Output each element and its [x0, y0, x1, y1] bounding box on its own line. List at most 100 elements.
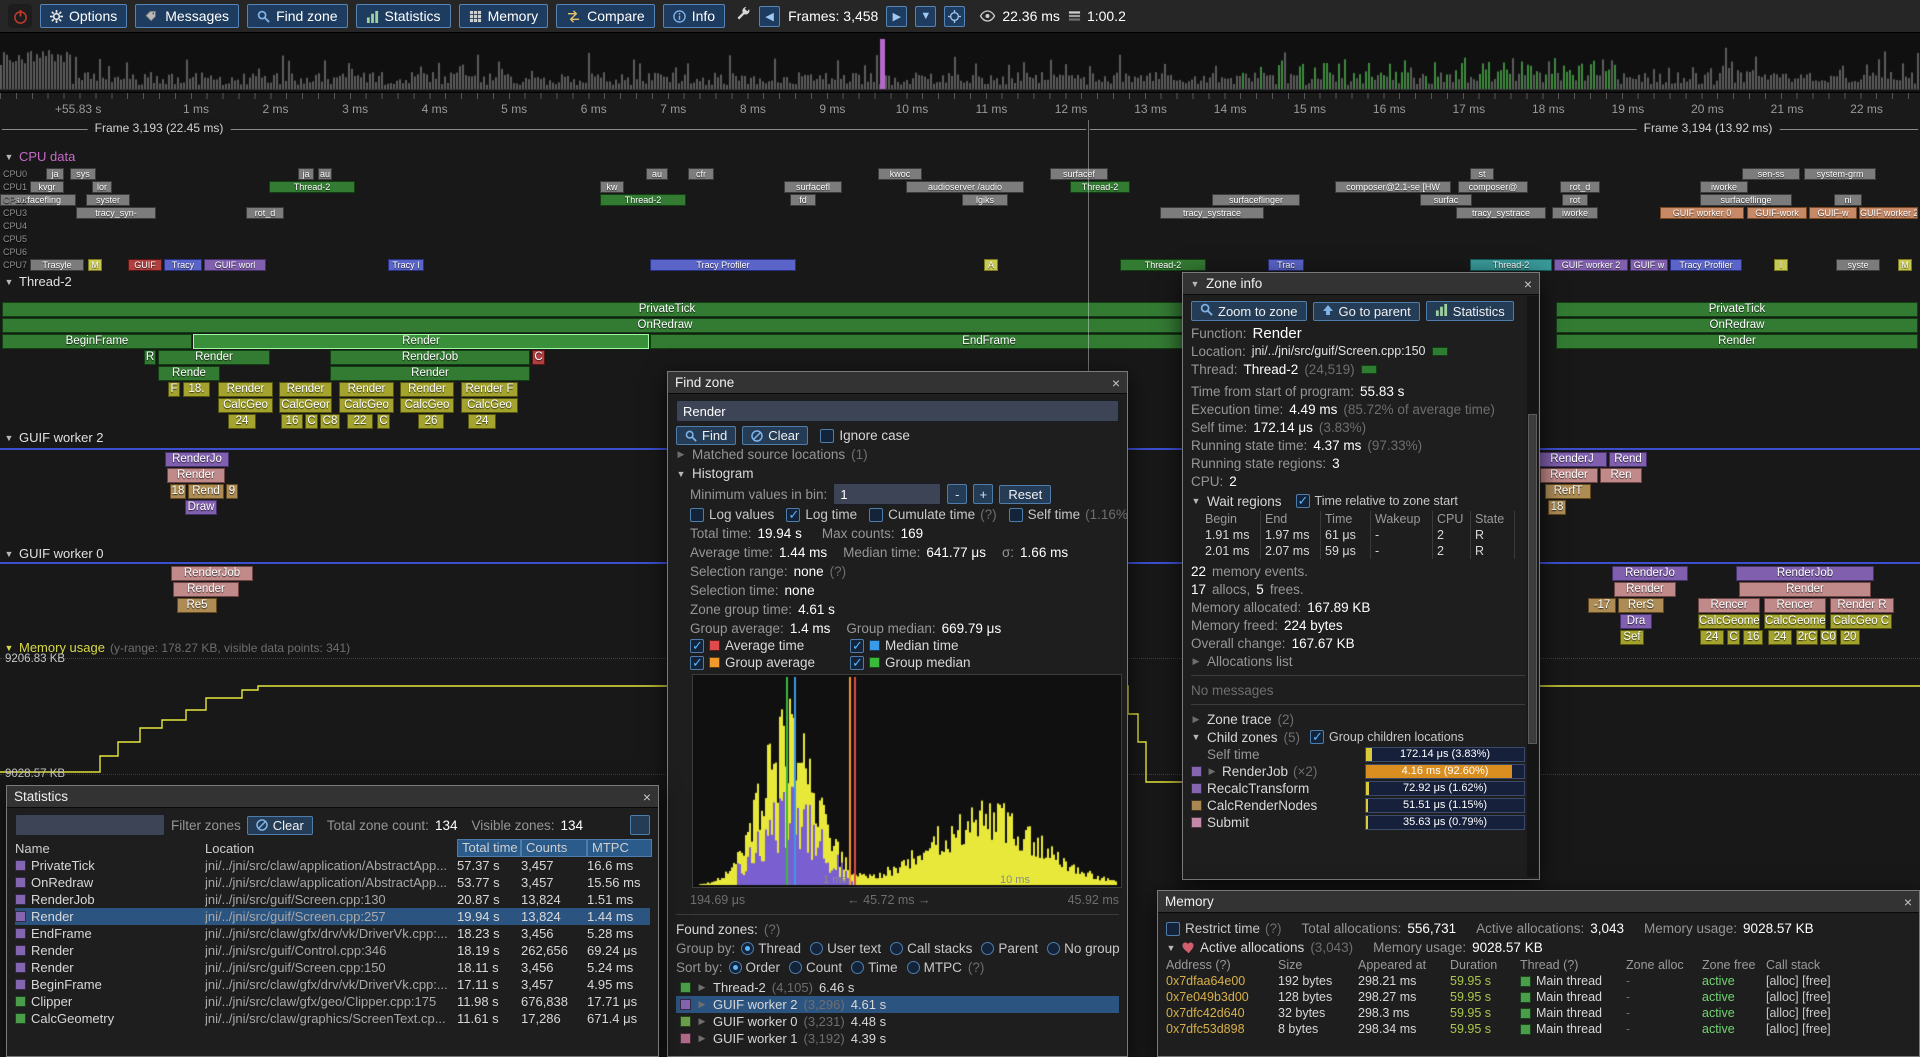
group-by-thread[interactable]: Thread	[741, 941, 801, 956]
zone-20[interactable]: 20	[1840, 630, 1860, 645]
zone-c[interactable]: C	[305, 414, 318, 429]
cpu-zone-surfac[interactable]: surfac	[1420, 194, 1472, 206]
toolbar-button-memory[interactable]: Memory	[458, 4, 549, 28]
zone-render[interactable]: Render	[218, 382, 273, 397]
zone-calcgeomet[interactable]: CalcGeomet	[1764, 614, 1826, 629]
child-zones-section[interactable]: ▼ Child zones (5) Group children locatio…	[1191, 728, 1525, 746]
free-link[interactable]: [free]	[1798, 1022, 1831, 1036]
time-ruler[interactable]: +55.83 s 1 ms 2 ms 3 ms 4 ms 5 ms 6 ms 7 ms 8 m…	[0, 92, 1920, 119]
ignore-case-checkbox[interactable]: Ignore case	[820, 428, 910, 443]
zone-render[interactable]: Render	[339, 382, 394, 397]
zone-c[interactable]: C	[1727, 630, 1740, 645]
zone-renderjob[interactable]: RenderJob	[330, 350, 530, 365]
cpu-zone-surfaceflinge[interactable]: surfaceflinge	[1700, 194, 1792, 206]
cpu-zone-composer-2-1-se-hw[interactable]: composer@2.1-se [HW	[1335, 181, 1451, 193]
cpu-zone-kwoc[interactable]: kwoc	[878, 168, 922, 180]
cpu-zone-audioserver-audio[interactable]: audioserver /audio	[906, 181, 1024, 193]
zoom-to-zone-button[interactable]: Zoom to zone	[1191, 301, 1307, 321]
cpu-zone-kw[interactable]: kw	[600, 181, 624, 193]
zone-search-input[interactable]	[676, 400, 1119, 422]
close-icon[interactable]: ×	[1903, 893, 1912, 910]
alloc-address[interactable]: 0x7e049b3d00	[1166, 990, 1249, 1004]
zone-18[interactable]: 18.	[183, 382, 210, 397]
statistics-button[interactable]: Statistics	[1425, 301, 1514, 321]
histogram-plot[interactable]: 1 ms 10 ms	[692, 674, 1122, 888]
zone-renderjob[interactable]: RenderJob	[171, 566, 253, 581]
cpu-zone-surfacef[interactable]: surfacef	[1050, 168, 1108, 180]
zone-24[interactable]: 24	[468, 414, 496, 429]
cpu-zone-guif[interactable]: GUIF	[128, 259, 162, 271]
allocation-row[interactable]: 0x7e049b3d00 128 bytes 298.27 ms 59.95 s Mai…	[1166, 989, 1911, 1005]
increment-button[interactable]: +	[973, 484, 994, 504]
zone-onredraw[interactable]: OnRedraw	[1556, 318, 1918, 333]
zone-trace-section[interactable]: ▶ Zone trace (2)	[1191, 710, 1525, 728]
power-button[interactable]	[8, 4, 32, 28]
cpu-zone-i[interactable]: I	[1774, 259, 1788, 271]
zone-calcgeome[interactable]: CalcGeome	[1698, 614, 1760, 629]
cpu-zone-au[interactable]: au	[646, 168, 668, 180]
settings-button[interactable]	[630, 815, 650, 835]
frame-label-left[interactable]: Frame 3,193 (22.45 ms)	[87, 121, 231, 135]
child-zone-recalctransform[interactable]: RecalcTransform 72.92 μs (1.62%)	[1191, 780, 1525, 797]
expand-arrow-icon[interactable]: ▶	[698, 1016, 706, 1026]
sort-by-count[interactable]: Count	[789, 960, 842, 975]
zone-renderjo[interactable]: RenderJo	[165, 452, 229, 467]
stats-row-onredraw[interactable]: OnRedraw jni/../jni/src/claw/application/…	[15, 874, 650, 891]
zone-render[interactable]: Render	[400, 382, 454, 397]
active-allocations-section[interactable]: ▼ Active allocations (3,043) Memory usag…	[1166, 938, 1911, 957]
zone-rencer[interactable]: Rencer	[1764, 598, 1826, 613]
allocation-row[interactable]: 0x7dfc42d640 32 bytes 298.3 ms 59.95 s Main …	[1166, 1005, 1911, 1021]
stats-row-endframe[interactable]: EndFrame jni/../jni/src/claw/gfx/drv/vk/D…	[15, 925, 650, 942]
zone-renderjob[interactable]: RenderJob	[1736, 566, 1874, 581]
histogram-canvas[interactable]	[693, 675, 1121, 887]
zone-24[interactable]: 24	[1768, 630, 1792, 645]
cpu-zone-composer[interactable]: composer@	[1458, 181, 1528, 193]
cpu-zone-thread-2[interactable]: Thread-2	[269, 181, 355, 193]
cpu-zone-tracy-profiler[interactable]: Tracy Profiler	[650, 259, 796, 271]
cpu-zone-guif-w[interactable]: GUIF w	[1630, 259, 1668, 271]
tools-icon[interactable]	[735, 6, 751, 27]
zone-privatetick[interactable]: PrivateTick	[2, 302, 1332, 317]
scrollbar[interactable]	[1527, 296, 1538, 877]
cpu-zone-guif-worker-2[interactable]: GUIF worker 2	[1859, 207, 1918, 219]
cpu-data-section-label[interactable]: ▼ CPU data	[4, 149, 76, 164]
alloc-address[interactable]: 0x7dfc42d640	[1166, 1006, 1245, 1020]
stats-col-total-time[interactable]: Total time	[457, 839, 521, 857]
zone-dra[interactable]: Dra	[1620, 614, 1652, 629]
free-link[interactable]: [free]	[1798, 974, 1831, 988]
next-frame-button[interactable]: ▶	[886, 5, 908, 27]
thread-label-guif-worker-2[interactable]: ▼ GUIF worker 2	[4, 430, 104, 445]
found-group-guif-worker-0[interactable]: ▶ GUIF worker 0 (3,231) 4.48 s	[676, 1013, 1119, 1030]
zone-calcgeo-c[interactable]: CalcGeo C	[1830, 614, 1892, 629]
cpu-zone-sys[interactable]: sys	[70, 168, 96, 180]
statistics-titlebar[interactable]: Statistics ×	[7, 786, 658, 808]
found-group-guif-worker-2[interactable]: ▶ GUIF worker 2 (3,296) 4.61 s	[676, 996, 1119, 1013]
child-zone-self-time[interactable]: Self time 172.14 μs (3.83%)	[1191, 746, 1525, 763]
zone-render[interactable]: Render	[167, 468, 225, 483]
alloc-address[interactable]: 0x7dfaa64e00	[1166, 974, 1246, 988]
zone-16[interactable]: 16	[281, 414, 303, 429]
help-icon[interactable]: (?)	[763, 922, 781, 937]
cpu-zone-lor[interactable]: lor	[92, 181, 112, 193]
free-link[interactable]: [free]	[1798, 990, 1831, 1004]
close-icon[interactable]: ×	[1111, 374, 1120, 391]
zone-re5[interactable]: Re5	[177, 598, 217, 613]
cpu-zone-ja[interactable]: ja	[46, 168, 64, 180]
cpu-zone-guif-work[interactable]: GUIF-work	[1747, 207, 1807, 219]
help-icon[interactable]: (?)	[967, 960, 985, 975]
zone-17[interactable]: -17	[1588, 598, 1616, 613]
self-time-checkbox[interactable]: Self time (1.16%)	[1008, 507, 1127, 522]
cpu-zone-tracy[interactable]: Tracy	[164, 259, 202, 271]
cpu-zone-iworke[interactable]: iworke	[1552, 207, 1598, 219]
zone-18[interactable]: 18	[1548, 500, 1566, 515]
group-median-legend-checkbox[interactable]: Group median	[850, 655, 1010, 671]
cpu-zone-ni[interactable]: ni	[1834, 194, 1862, 206]
found-group-guif-worker-1[interactable]: ▶ GUIF worker 1 (3,192) 4.39 s	[676, 1030, 1119, 1047]
sort-by-order[interactable]: Order	[728, 960, 780, 975]
zone-c[interactable]: C	[377, 414, 390, 429]
group-average-legend-checkbox[interactable]: Group average	[690, 655, 850, 671]
group-by-parent[interactable]: Parent	[981, 941, 1038, 956]
find-button[interactable]: Find	[676, 426, 737, 445]
zone-endframe[interactable]: EndFrame	[650, 334, 1328, 349]
group-by-no-grouping[interactable]: No grouping	[1047, 941, 1119, 956]
